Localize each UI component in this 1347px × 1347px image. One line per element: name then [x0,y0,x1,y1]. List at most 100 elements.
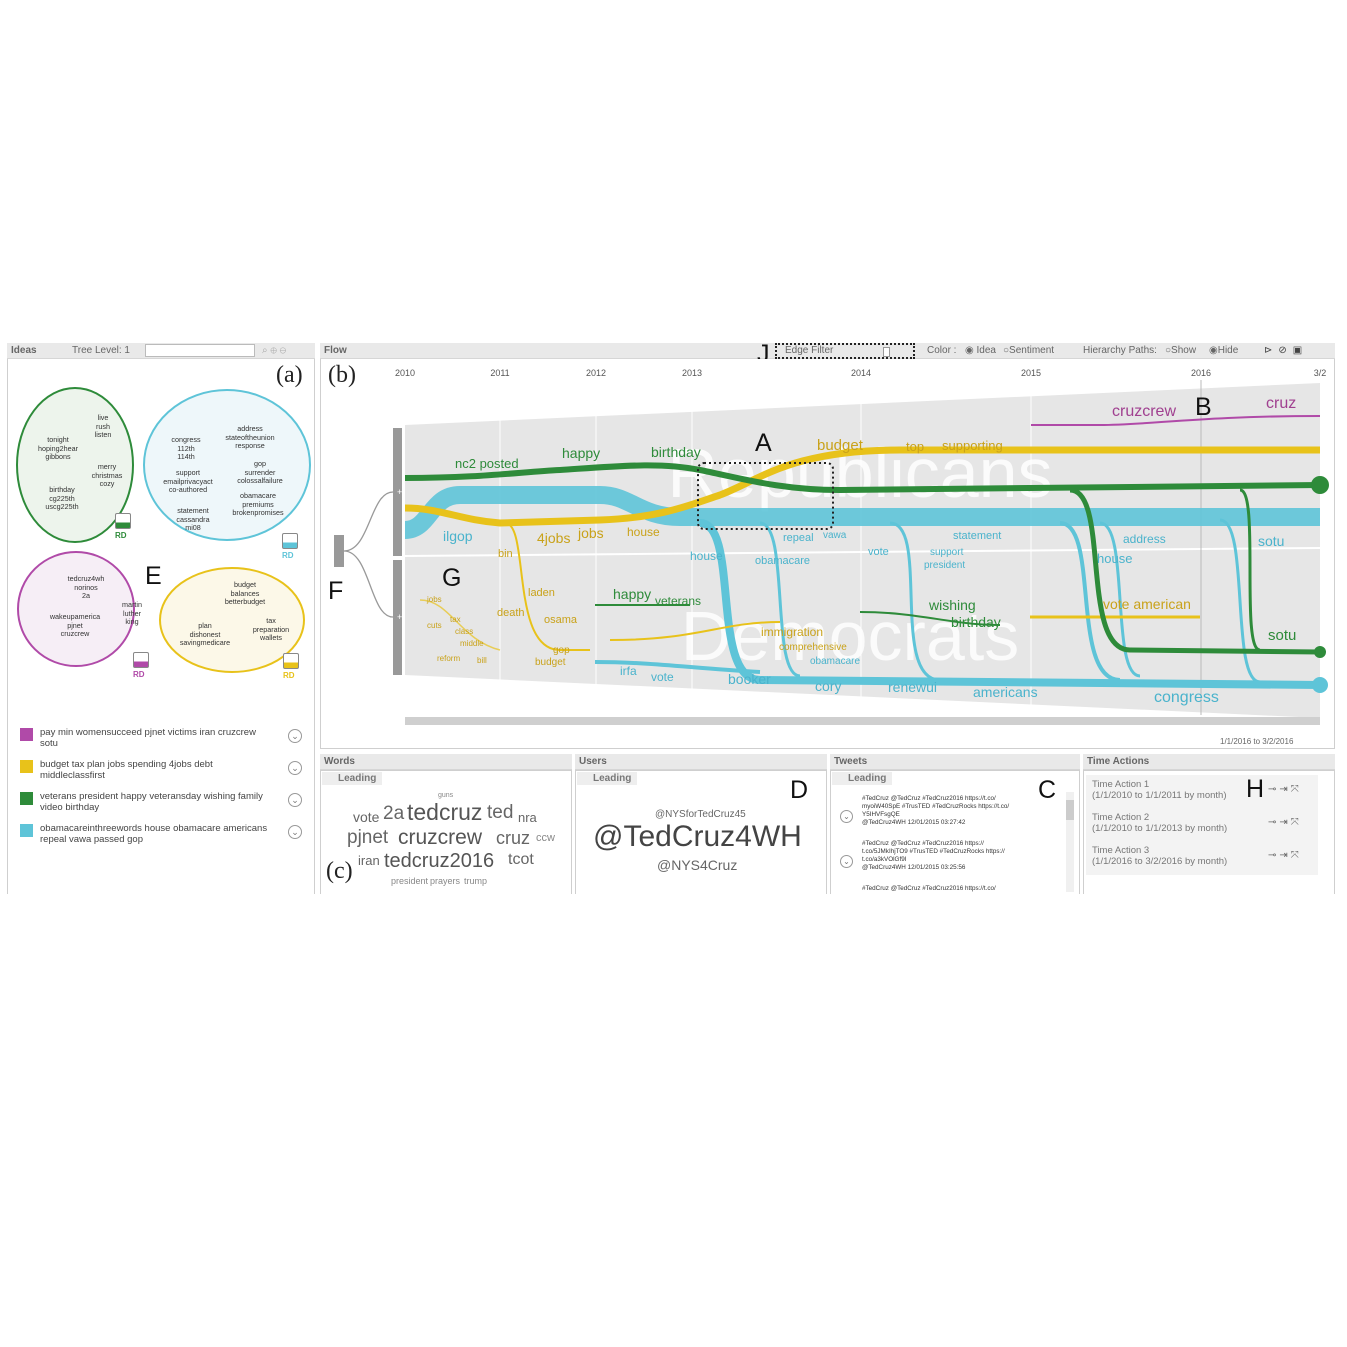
words-leading-tab[interactable]: Leading [322,772,383,785]
flow-word[interactable]: nc2 posted [455,456,519,471]
flow-word[interactable]: booker [728,671,771,687]
flow-word[interactable]: death [497,607,525,619]
chevron-down-icon[interactable]: ⌄ [840,810,853,823]
flow-word[interactable]: class [455,627,473,636]
time-action-item[interactable]: Time Action 1 (1/1/2010 to 1/1/2011 by mo… [1092,779,1227,801]
flow-word[interactable]: house [690,549,723,563]
flow-word[interactable]: birthday [951,614,1001,630]
flow-word[interactable]: comprehensive [779,642,847,653]
rd-node-icon[interactable] [283,653,299,669]
cluster-green-topic[interactable]: live rush listen [58,413,148,440]
flow-word[interactable]: ilgop [443,528,473,544]
cluster-blue-topic[interactable]: congress 112th 114th [141,435,231,462]
flow-word[interactable]: tax [450,615,461,624]
flow-word[interactable]: vote american [1103,596,1191,612]
tweets-leading-tab[interactable]: Leading [832,772,893,785]
word-cloud-item[interactable]: 2a [383,803,405,824]
word-cloud-item[interactable]: tedcruz2016 [384,850,495,872]
rd-node-icon[interactable] [282,533,298,549]
flow-word[interactable]: americans [973,684,1038,700]
cluster-blue-topic[interactable]: statement cassandra mi08 [148,506,238,533]
flow-word[interactable]: obamacare [755,555,810,567]
chevron-down-icon[interactable]: ⌄ [288,761,302,775]
time-action-controls-icon[interactable]: ⊸⇥⤧ [1268,817,1302,828]
flow-word[interactable]: bill [477,656,487,665]
flow-word[interactable]: happy [562,445,600,461]
flow-word[interactable]: happy [613,586,651,602]
legend-item[interactable]: veterans president happy veteransday wis… [20,791,310,817]
flow-word[interactable]: congress [1154,689,1219,706]
tweet-item[interactable]: #TedCruz @TedCruz #TedCruz2016 https://t… [862,885,1062,893]
legend-item[interactable]: pay min womensucceed pjnet victims iran … [20,727,310,753]
hierarchy-hide-radio[interactable]: ◉Hide [1209,345,1239,356]
cluster-green-topic[interactable]: birthday cg225th uscg225th [17,485,107,512]
flow-word[interactable]: cruz [1266,395,1296,412]
time-action-controls-icon[interactable]: ⊸⇥⤧ [1268,784,1302,795]
rd-node-icon[interactable] [115,513,131,529]
cluster-yellow-topic[interactable]: tax preparation wallets [226,616,316,643]
user-main[interactable]: @TedCruz4WH [593,820,802,853]
flow-word[interactable]: veterans [655,594,701,608]
flow-word[interactable]: house [627,525,660,539]
color-sentiment-radio[interactable]: ○Sentiment [1003,345,1055,356]
cluster-blue-topic[interactable]: gop surrender colossalfailure [215,459,305,486]
edge-filter[interactable]: Edge Filter [775,343,915,359]
flow-word[interactable]: vote [868,546,889,558]
flow-word[interactable]: renewui [888,679,937,695]
users-leading-tab[interactable]: Leading [577,772,638,785]
flow-word[interactable]: sotu [1258,533,1284,549]
flow-word[interactable]: cruzcrew [1112,403,1176,420]
flow-word[interactable]: 4jobs [537,530,570,546]
time-action-item[interactable]: Time Action 3 (1/1/2016 to 3/2/2016 by mo… [1092,845,1227,867]
tweet-item[interactable]: #TedCruz @TedCruz #TedCruz2016 https://t… [862,840,1062,872]
flow-word[interactable]: wishing [928,597,976,613]
flow-word[interactable]: sotu [1268,627,1296,644]
flow-word[interactable]: jobs [426,595,442,604]
chevron-down-icon[interactable]: ⌄ [840,855,853,868]
cluster-purple-topic[interactable]: tedcruz4wh norinos 2a [41,574,131,601]
flow-word[interactable]: vote [651,670,674,684]
flow-word[interactable]: house [1097,551,1132,566]
word-cloud-item[interactable]: cruzcrew [398,826,483,849]
flow-word[interactable]: cuts [427,621,442,630]
cluster-blue-topic[interactable]: obamacare premiums brokenpromises [213,491,303,518]
legend-item[interactable]: obamacareinthreewords house obamacare am… [20,823,310,849]
flow-visualization[interactable]: Republicans Democrats + + 2010 20 [320,360,1335,745]
flow-word[interactable]: middle [460,639,484,648]
word-cloud-item[interactable]: president [391,876,429,886]
flow-word[interactable]: bin [498,548,513,560]
flow-word[interactable]: reform [437,654,460,663]
word-cloud-item[interactable]: trump [464,876,488,886]
flow-word[interactable]: laden [528,587,555,599]
ideas-search-input[interactable] [145,344,255,357]
word-cloud-item[interactable]: guns [438,792,454,799]
cluster-green-topic[interactable]: merry christmas cozy [62,462,152,489]
flow-word[interactable]: president [924,560,965,571]
flow-word[interactable]: birthday [651,444,701,460]
time-action-item[interactable]: Time Action 2 (1/1/2010 to 1/1/2013 by mo… [1092,812,1227,834]
hierarchy-show-radio[interactable]: ○Show [1165,345,1197,356]
zoom-icons[interactable]: ⌕ ⊕ ⊖ [262,345,287,356]
rd-node-icon[interactable] [133,652,149,668]
flow-word[interactable]: irfa [620,664,637,678]
word-cloud-item[interactable]: ccw [536,832,555,844]
flow-word[interactable]: vawa [823,530,847,541]
flow-word[interactable]: support [930,547,964,558]
toolbar-icons[interactable]: ⊳⊘▣ [1264,345,1309,356]
cluster-green-topic[interactable]: tonight hoping2hear gibbons [13,435,103,462]
word-cloud-item[interactable]: tedcruz [407,799,483,825]
word-cloud-item[interactable]: iran [358,853,380,868]
chevron-down-icon[interactable]: ⌄ [288,825,302,839]
time-action-controls-icon[interactable]: ⊸⇥⤧ [1268,850,1302,861]
word-cloud-item[interactable]: prayers [430,876,461,886]
tweet-item[interactable]: #TedCruz @TedCruz #TedCruz2016 https://t… [862,795,1062,827]
cluster-blue-topic[interactable]: support emailprivacyact co-authored [143,468,233,495]
word-cloud-item[interactable]: vote [353,809,380,825]
flow-word[interactable]: gop [553,645,570,656]
legend-item[interactable]: budget tax plan jobs spending 4jobs debt… [20,759,310,785]
color-idea-radio[interactable]: ◉ Idea [965,345,996,356]
flow-word[interactable]: supporting [942,438,1003,453]
flow-word[interactable]: statement [953,530,1001,542]
flow-word[interactable]: osama [544,614,578,626]
flow-word[interactable]: top [906,439,924,454]
